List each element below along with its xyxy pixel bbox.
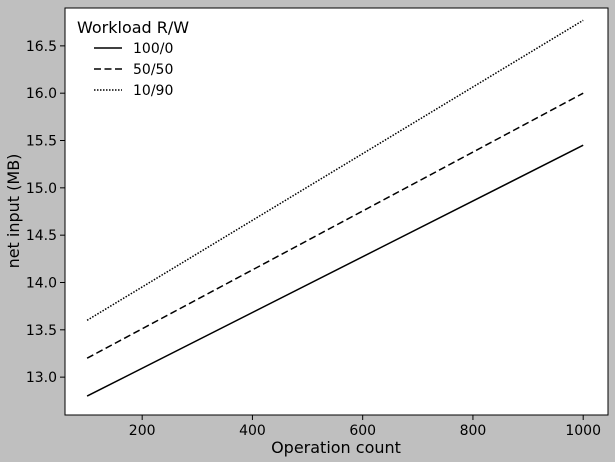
y-tick-label: 13.0	[26, 370, 57, 386]
series-line-100-0	[86, 144, 584, 397]
x-axis-label: Operation count	[271, 438, 401, 457]
x-tick-label: 200	[129, 423, 156, 439]
y-tick-label: 16.5	[26, 39, 57, 55]
y-tick-label: 14.0	[26, 275, 57, 291]
y-tick-label: 16.0	[26, 86, 57, 102]
x-tick-label: 600	[349, 423, 376, 439]
plot-area	[64, 7, 609, 416]
series-layer	[86, 19, 584, 397]
y-tick-label: 13.5	[26, 323, 57, 339]
y-axis-label: net input (MB)	[4, 154, 23, 269]
legend-entries: 100/0 50/50 10/90	[94, 41, 173, 99]
x-tick-label: 800	[460, 423, 487, 439]
legend-title: Workload R/W	[77, 18, 189, 37]
series-line-50-50	[86, 92, 584, 359]
legend-entry-label: 100/0	[133, 41, 173, 57]
x-tick-label: 1000	[565, 423, 601, 439]
axis-ticks: 200 400 600 800 1000 13.0 13.5 14.0 14.5 15.0 15.5…	[26, 39, 601, 439]
legend-entry-label: 10/90	[133, 83, 173, 99]
y-tick-label: 15.5	[26, 134, 57, 150]
legend-entry-label: 50/50	[133, 62, 173, 78]
y-tick-label: 14.5	[26, 228, 57, 244]
legend: Workload R/W 100/0 50/50 10/90	[77, 18, 189, 99]
y-tick-label: 15.0	[26, 181, 57, 197]
x-tick-label: 400	[239, 423, 266, 439]
series-line-10-90	[86, 19, 584, 321]
